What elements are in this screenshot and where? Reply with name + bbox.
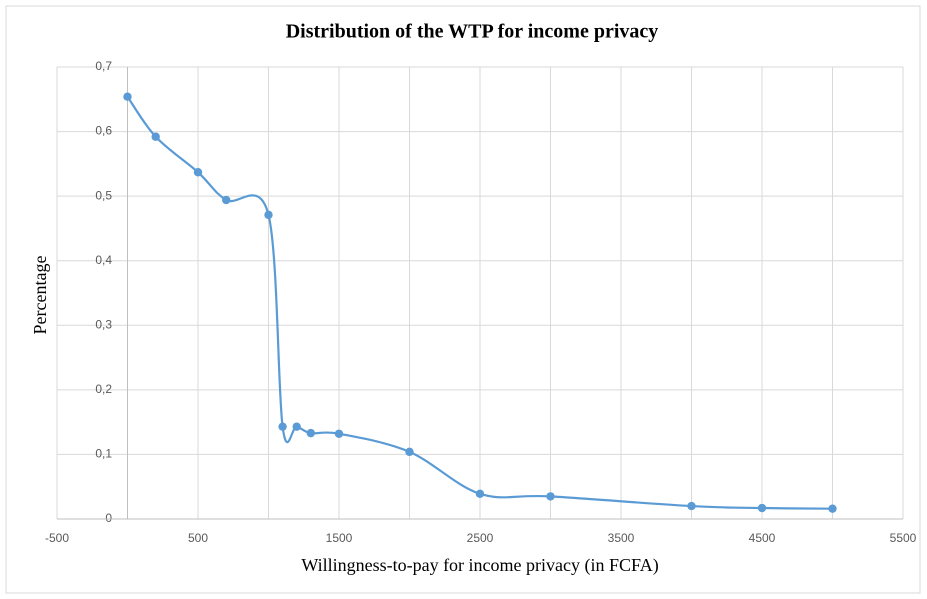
point <box>334 429 344 438</box>
x-tick-label: -500 <box>45 531 69 545</box>
y-tick-label: 0,6 <box>95 124 112 138</box>
x-tick-label: 500 <box>188 531 208 545</box>
point <box>306 428 315 438</box>
point <box>405 447 414 457</box>
point <box>757 503 767 513</box>
point <box>475 489 485 499</box>
y-tick-label: 0,5 <box>95 188 112 202</box>
x-axis-label: Willingness-to-pay for income privacy (i… <box>301 555 658 576</box>
chart-frame <box>5 5 921 594</box>
y-tick-label: 0 <box>105 511 112 525</box>
y-axis-label: Percentage <box>30 256 50 335</box>
chart-title: Distribution of the WTP for income priva… <box>286 21 659 43</box>
x-tick-label: 3500 <box>608 531 635 545</box>
y-tick-label: 0,3 <box>95 317 112 331</box>
point <box>828 504 837 513</box>
y-tick-label: 0,4 <box>95 253 112 267</box>
x-tick-label: 4500 <box>749 531 776 545</box>
point <box>193 168 203 177</box>
x-tick-label: 2500 <box>467 531 494 545</box>
point <box>292 422 301 431</box>
point <box>687 501 696 511</box>
y-tick-label: 0,7 <box>95 59 112 73</box>
point <box>278 422 287 431</box>
point <box>546 492 555 501</box>
point <box>264 210 273 220</box>
y-tick-label: 0,1 <box>95 447 112 461</box>
point <box>222 195 231 205</box>
point <box>123 92 132 101</box>
y-tick-label: 0,2 <box>95 382 112 396</box>
point <box>151 132 160 141</box>
x-tick-label: 5500 <box>890 531 917 545</box>
x-tick-label: 1500 <box>326 531 353 545</box>
